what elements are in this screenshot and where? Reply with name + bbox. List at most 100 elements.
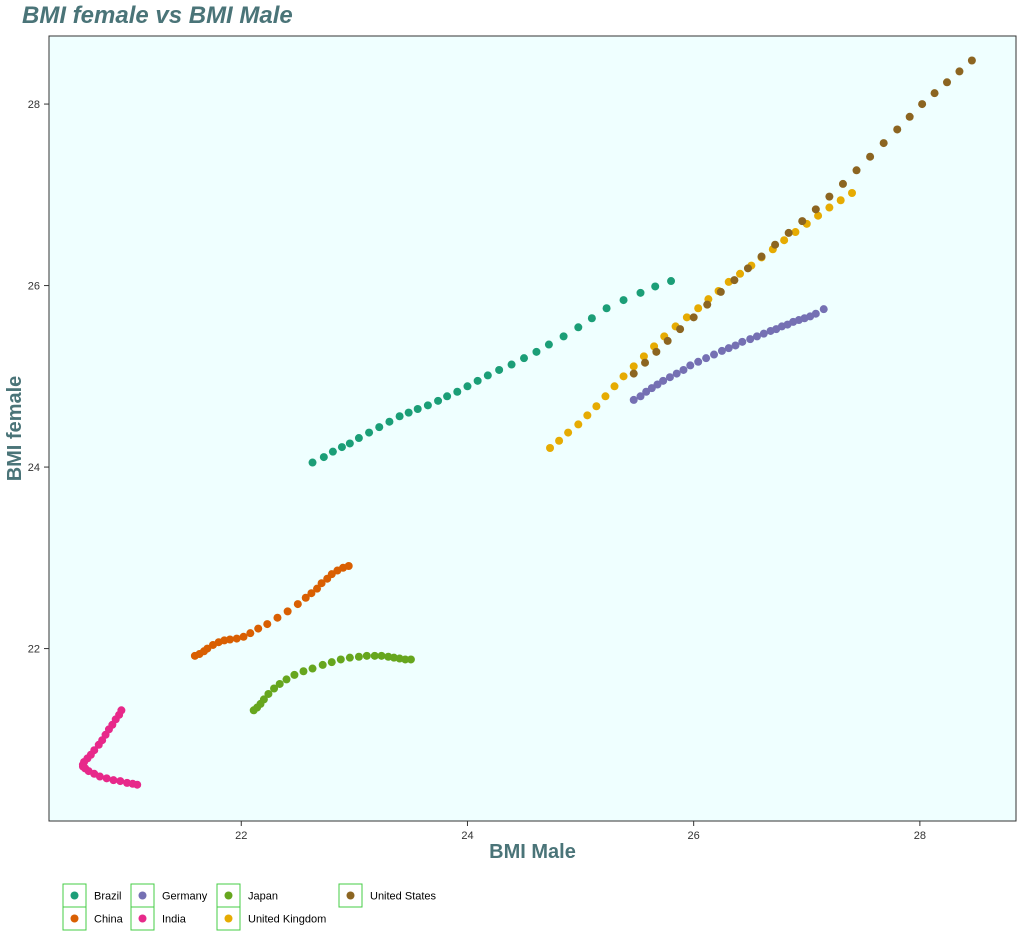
data-point — [354, 652, 363, 661]
legend: Brazil China Germany India Japan United Kingd… — [62, 883, 437, 931]
data-point — [836, 196, 845, 205]
data-point — [546, 444, 555, 453]
data-point — [299, 667, 308, 676]
data-point — [636, 392, 645, 401]
data-point — [943, 78, 952, 87]
data-point — [370, 651, 379, 660]
data-point — [328, 447, 337, 456]
data-point — [362, 651, 371, 660]
legend-marker — [224, 891, 233, 900]
data-point — [232, 634, 241, 643]
data-point — [592, 402, 601, 411]
data-point — [780, 236, 789, 245]
data-point — [716, 287, 725, 296]
data-point — [395, 412, 404, 421]
data-point — [308, 458, 317, 467]
data-point — [270, 684, 279, 693]
data-point — [651, 282, 660, 291]
legend-marker — [70, 914, 79, 923]
legend-marker — [346, 891, 355, 900]
y-tick-label: 26 — [28, 281, 40, 293]
legend-item-japan: Japan — [216, 883, 278, 908]
legend-item-china: China — [62, 906, 124, 931]
axis-ticks: 22 24 26 28 22 24 26 28 — [28, 99, 926, 842]
legend-label: Japan — [248, 891, 278, 903]
legend-item-united-kingdom: United Kingdom — [216, 906, 326, 931]
data-point — [275, 679, 284, 688]
data-point — [905, 112, 914, 121]
data-point — [375, 423, 384, 432]
data-point — [423, 401, 432, 410]
data-point — [619, 372, 628, 381]
data-point — [636, 288, 645, 297]
data-point — [736, 269, 745, 278]
legend-item-united-states: United States — [338, 883, 437, 908]
series-china — [190, 561, 353, 660]
data-point — [319, 453, 328, 462]
data-point — [629, 395, 638, 404]
data-point — [377, 651, 386, 660]
data-point — [453, 387, 462, 396]
data-point — [866, 152, 875, 161]
data-point — [819, 305, 828, 314]
data-point — [313, 584, 322, 593]
data-point — [583, 411, 592, 420]
data-point — [629, 362, 638, 371]
data-point — [507, 360, 516, 369]
data-point — [730, 276, 739, 285]
series-united-states — [629, 56, 976, 378]
data-point — [753, 332, 762, 341]
data-point — [694, 357, 703, 366]
data-point — [893, 125, 902, 134]
data-point — [327, 658, 336, 667]
data-point — [642, 387, 651, 396]
data-point — [273, 613, 282, 622]
data-point — [784, 228, 793, 237]
data-point — [327, 570, 336, 579]
data-point — [574, 420, 583, 429]
data-point — [667, 277, 676, 286]
data-point — [825, 203, 834, 212]
data-point — [967, 56, 976, 65]
data-point — [354, 434, 363, 443]
legend-item-india: India — [130, 906, 187, 931]
data-point — [301, 593, 310, 602]
data-point — [308, 664, 317, 673]
data-point — [102, 774, 111, 783]
data-point — [544, 340, 553, 349]
data-point — [746, 335, 755, 344]
data-point — [443, 392, 452, 401]
data-point — [337, 443, 346, 452]
data-point — [336, 655, 345, 664]
data-point — [94, 740, 103, 749]
x-tick-label: 26 — [688, 830, 700, 842]
data-point — [689, 313, 698, 322]
data-point — [564, 428, 573, 437]
data-point — [293, 600, 302, 609]
data-point — [703, 300, 712, 309]
data-point — [791, 228, 800, 237]
y-axis-title: BMI female — [4, 376, 26, 482]
data-point — [647, 384, 656, 393]
data-point — [225, 635, 234, 644]
data-point — [434, 396, 443, 405]
legend-item-germany: Germany — [130, 883, 208, 908]
data-point — [663, 336, 672, 345]
data-point — [463, 382, 472, 391]
data-point — [686, 361, 695, 370]
legend-marker — [138, 891, 147, 900]
data-point — [365, 428, 374, 437]
data-point — [495, 365, 504, 374]
legend-item-brazil: Brazil — [62, 883, 122, 908]
legend-label: United Kingdom — [248, 914, 326, 926]
data-point — [641, 358, 650, 367]
legend-label: India — [162, 914, 187, 926]
points-layer — [78, 56, 976, 789]
data-point — [811, 205, 820, 214]
data-point — [318, 660, 327, 669]
legend-label: Brazil — [94, 891, 122, 903]
x-axis-title: BMI Male — [489, 841, 576, 863]
data-point — [672, 369, 681, 378]
data-point — [282, 675, 291, 684]
data-point — [838, 179, 847, 188]
